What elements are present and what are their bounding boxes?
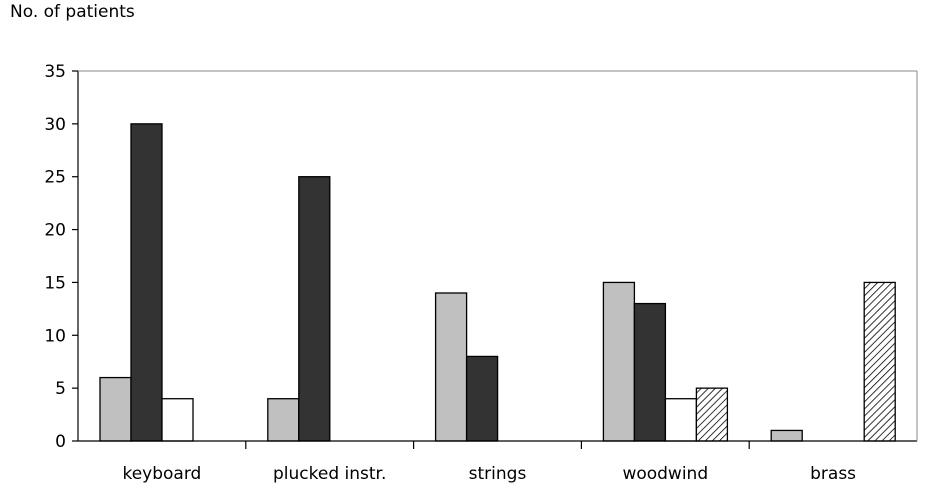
y-tick-label: 20 bbox=[44, 221, 66, 241]
y-tick-label: 25 bbox=[44, 168, 66, 188]
x-category-label: brass bbox=[810, 464, 856, 484]
bar bbox=[633, 302, 667, 442]
bar bbox=[161, 398, 194, 442]
y-tick-label: 0 bbox=[55, 432, 66, 452]
bar bbox=[267, 398, 300, 442]
bar bbox=[99, 376, 132, 442]
bar bbox=[770, 429, 803, 442]
bar bbox=[298, 176, 331, 442]
bar bbox=[434, 292, 468, 442]
y-tick-label: 15 bbox=[44, 273, 66, 293]
bar bbox=[863, 281, 896, 442]
y-axis-label: No. of patients bbox=[10, 2, 135, 22]
x-category-label: strings bbox=[469, 464, 527, 484]
x-category-label: keyboard bbox=[122, 464, 201, 484]
y-tick-label: 5 bbox=[55, 379, 66, 399]
bar bbox=[465, 355, 499, 442]
bar bbox=[664, 398, 698, 442]
bar bbox=[130, 123, 163, 442]
x-category-label: woodwind bbox=[622, 464, 708, 484]
bar bbox=[602, 281, 636, 442]
y-tick-label: 10 bbox=[44, 326, 66, 346]
y-tick-label: 30 bbox=[44, 115, 66, 135]
x-category-label: plucked instr. bbox=[273, 464, 386, 484]
bar bbox=[695, 387, 729, 442]
y-tick-label: 35 bbox=[44, 62, 66, 82]
